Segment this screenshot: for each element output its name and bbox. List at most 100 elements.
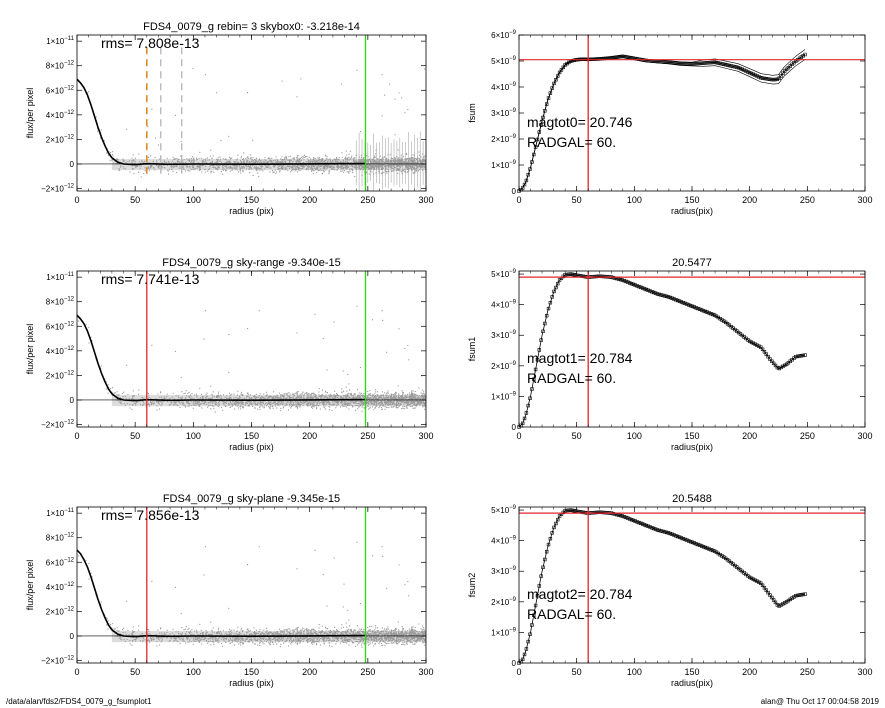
fsum-1-xtick-label: 0 [516, 431, 521, 441]
fsum-2-xtick-label: 250 [800, 667, 815, 677]
fsum-1-annotation-1: RADGAL= 60. [527, 370, 616, 386]
fsum-1-xtick-label: 200 [742, 431, 757, 441]
flux-2-data-points [78, 305, 426, 413]
fsum-0-xtick-label: 200 [742, 195, 757, 205]
fsum-2-y-axis-label: fsum2 [467, 573, 477, 598]
flux-1-ytick-label: 0 [70, 160, 75, 169]
fsum-2-ytick-label: 5×10−9 [491, 505, 517, 515]
flux-3-ytick-label: 1×10−11 [46, 508, 74, 518]
fsum-0-ytick-label: 5×10−9 [491, 56, 517, 66]
flux-1-ytick-label: 6×10−12 [46, 85, 75, 95]
fsum-0-y-axis-label: fsum [467, 103, 477, 123]
fsum-0-annotation-0: magtot0= 20.746 [527, 114, 633, 130]
flux-2-rms-annotation: rms= 7.741e-13 [101, 271, 200, 287]
flux-3-ytick-label: 6×10−12 [46, 557, 75, 567]
flux-1-ytick-label: 8×10−12 [46, 61, 75, 71]
flux-1-ytick-label: −2×10−12 [41, 184, 75, 194]
flux-1-rms-annotation: rms= 7.808e-13 [101, 35, 200, 51]
flux-3-xtick-label: 250 [360, 667, 375, 677]
fsum-0-x-axis-label: radius(pix) [671, 206, 713, 216]
flux-3-panel: rms= 7.856e-13 0 50 100 150 200 250 300 −2×10−12… [25, 493, 434, 688]
fsum-0-xtick-label: 50 [572, 195, 582, 205]
flux-3-ytick-label: 4×10−12 [46, 582, 75, 592]
flux-2-panel: rms= 7.741e-13 0 50 100 150 200 250 300 −2×10−12… [25, 257, 434, 452]
flux-1-xtick-label: 150 [244, 195, 259, 205]
flux-2-ytick-label: 0 [70, 396, 75, 405]
fsum-0-xtick-label: 0 [516, 195, 521, 205]
fsum-2-xtick-label: 0 [516, 667, 521, 677]
fsum-0-frame [518, 34, 866, 192]
flux-2-ytick-label: −2×10−12 [41, 420, 75, 430]
fsum-2-title: 20.5488 [672, 493, 712, 505]
flux-1-xtick-label: 250 [360, 195, 375, 205]
flux-2-xtick-label: 150 [244, 431, 259, 441]
flux-1-x-axis-label: radius (pix) [229, 206, 274, 216]
flux-3-xtick-label: 50 [130, 667, 140, 677]
flux-1-xtick-label: 0 [74, 195, 79, 205]
flux-3-ytick-label: 8×10−12 [46, 533, 75, 543]
flux-3-rms-annotation: rms= 7.856e-13 [101, 507, 200, 523]
flux-2-xtick-label: 200 [302, 431, 317, 441]
fsum-1-annotation-0: magtot1= 20.784 [527, 350, 633, 366]
flux-1-ytick-label: 1×10−11 [46, 36, 74, 46]
fsum-0-ytick-label: 0 [512, 187, 517, 196]
fsum-1-ytick-label: 0 [512, 423, 517, 432]
fsum-1-ytick-label: 5×10−9 [491, 269, 517, 279]
fsum-2-annotation-1: RADGAL= 60. [527, 606, 616, 622]
flux-3-ytick-label: 0 [70, 632, 75, 641]
fsum-0-ytick-label: 4×10−9 [491, 82, 517, 92]
flux-2-ytick-label: 6×10−12 [46, 321, 75, 331]
flux-3-xtick-label: 150 [244, 667, 259, 677]
flux-2-ytick-label: 1×10−11 [46, 272, 74, 282]
flux-1-ytick-label: 2×10−12 [46, 134, 75, 144]
fsum-2-xtick-label: 100 [627, 667, 642, 677]
flux-3-x-axis-label: radius (pix) [229, 678, 274, 688]
fsum-1-xtick-label: 100 [627, 431, 642, 441]
flux-2-title: FDS4_0079_g sky-range -9.340e-15 [162, 257, 341, 269]
flux-2-ytick-label: 8×10−12 [46, 297, 75, 307]
fsum-1-ytick-label: 3×10−9 [491, 330, 517, 340]
fsum-2-xtick-label: 300 [857, 667, 872, 677]
flux-1-ytick-label: 4×10−12 [46, 110, 75, 120]
fsum-2-ytick-label: 4×10−9 [491, 536, 517, 546]
fsum-1-x-axis-label: radius(pix) [671, 442, 713, 452]
fsum-0-panel: magtot0= 20.746 RADGAL= 60. 0 50 100 150 200 25… [467, 30, 873, 216]
flux-2-ytick-label: 4×10−12 [46, 346, 75, 356]
flux-1-xtick-label: 200 [302, 195, 317, 205]
fsum-0-ytick-label: 3×10−9 [491, 108, 517, 118]
flux-1-xtick-label: 50 [130, 195, 140, 205]
fsum-2-ytick-label: 0 [512, 659, 517, 668]
fsum-2-ytick-label: 3×10−9 [491, 566, 517, 576]
fsum-2-ytick-label: 2×10−9 [491, 597, 517, 607]
flux-2-x-axis-label: radius (pix) [229, 442, 274, 452]
flux-3-xtick-label: 300 [418, 667, 433, 677]
flux-1-sky-error-bars [355, 131, 426, 191]
fsum-1-title: 20.5477 [672, 257, 712, 269]
flux-1-profile-line [76, 78, 366, 166]
flux-3-ytick-label: −2×10−12 [41, 656, 75, 666]
fsum-0-ytick-label: 2×10−9 [491, 134, 517, 144]
flux-3-xtick-label: 0 [74, 667, 79, 677]
fsum-0-xtick-label: 300 [857, 195, 872, 205]
fsum-0-annotation-1: RADGAL= 60. [527, 134, 616, 150]
flux-2-y-axis-label: flux/per pixel [25, 324, 35, 375]
flux-1-title: FDS4_0079_g rebin= 3 skybox0: -3.218e-14 [143, 21, 360, 33]
fsum-2-x-axis-label: radius(pix) [671, 678, 713, 688]
flux-3-profile-line [76, 549, 366, 638]
fsum-1-panel: magtot1= 20.784 RADGAL= 60. 0 50 100 150 200 25… [467, 257, 873, 452]
fsum-1-ytick-label: 4×10−9 [491, 300, 517, 310]
flux-2-xtick-label: 50 [130, 431, 140, 441]
fsum-2-xtick-label: 200 [742, 667, 757, 677]
flux-2-xtick-label: 100 [186, 431, 201, 441]
flux-2-xtick-label: 0 [74, 431, 79, 441]
flux-1-panel: rms= 7.808e-13 0 50 100 150 200 250 300 −2×10−12… [25, 21, 434, 216]
fsum-1-frame [518, 270, 866, 428]
flux-3-y-axis-label: flux/per pixel [25, 560, 35, 611]
fsum-1-y-axis-label: fsum1 [467, 337, 477, 362]
fsum-1-xtick-label: 150 [684, 431, 699, 441]
fsum-2-xtick-label: 50 [572, 667, 582, 677]
flux-3-ytick-label: 2×10−12 [46, 606, 75, 616]
fsum-0-ytick-label: 1×10−9 [491, 160, 517, 170]
fsum-1-xtick-label: 250 [800, 431, 815, 441]
